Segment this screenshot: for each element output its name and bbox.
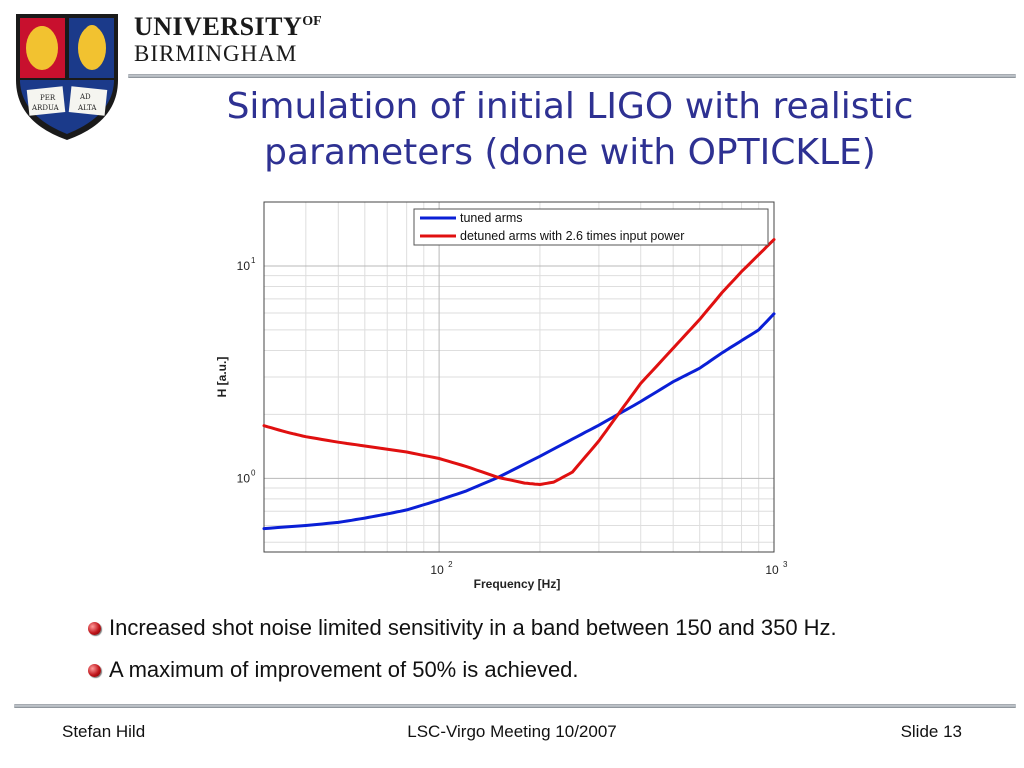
header-divider [128,74,1016,78]
y-axis-label: H [a.u.] [215,357,229,398]
slide-title: Simulation of initial LIGO with realisti… [226,86,914,173]
legend-label-tuned: tuned arms [460,211,523,225]
svg-text:PER: PER [40,94,56,102]
footer-divider [14,704,1016,708]
university-name: UNIVERSITYOF BIRMINGHAM [134,12,322,66]
svg-text:ALTA: ALTA [77,104,97,112]
x-tick-exponent: 2 [448,560,453,569]
university-logo: PER AD ARDUA ALTA [16,14,118,140]
tuned-arms-line [262,312,776,531]
x-tick-label: 10 [765,563,779,577]
x-tick-exponent: 3 [783,560,788,569]
y-tick-label: 10 [237,471,251,485]
y-tick-label: 10 [237,259,251,273]
x-tick-label: 10 [430,563,444,577]
university-of: OF [302,14,322,29]
bullet-icon [88,663,101,677]
frequency-response-chart: 10 2 10 310 010 1 tuned arms detuned arms wit… [215,201,788,591]
university-word: UNIVERSITY [134,12,303,41]
x-axis-label: Frequency [Hz] [474,577,561,591]
bullet-item: Increased shot noise limited sensitivity… [88,607,837,649]
bullet-list: Increased shot noise limited sensitivity… [88,607,837,691]
legend-label-detuned: detuned arms with 2.6 times input power [460,229,684,243]
detuned-arms-line [262,238,776,486]
bullet-text: Increased shot noise limited sensitivity… [109,615,837,640]
bullet-icon [88,621,101,635]
bullet-text: A maximum of improvement of 50% is achie… [109,657,579,682]
svg-text:AD: AD [79,93,91,101]
birmingham-word: BIRMINGHAM [134,41,298,66]
footer-slide-number: Slide 13 [900,722,962,741]
bullet-item: A maximum of improvement of 50% is achie… [88,649,837,691]
svg-text:ARDUA: ARDUA [31,104,60,112]
plot-frame [263,201,775,553]
footer-author: Stefan Hild [62,722,146,741]
y-tick-exponent: 0 [251,468,256,477]
chart-legend: tuned arms detuned arms with 2.6 times i… [413,208,769,246]
y-tick-exponent: 1 [251,256,256,265]
legend-box [413,208,769,246]
footer-meeting: LSC-Virgo Meeting 10/2007 [407,722,617,741]
